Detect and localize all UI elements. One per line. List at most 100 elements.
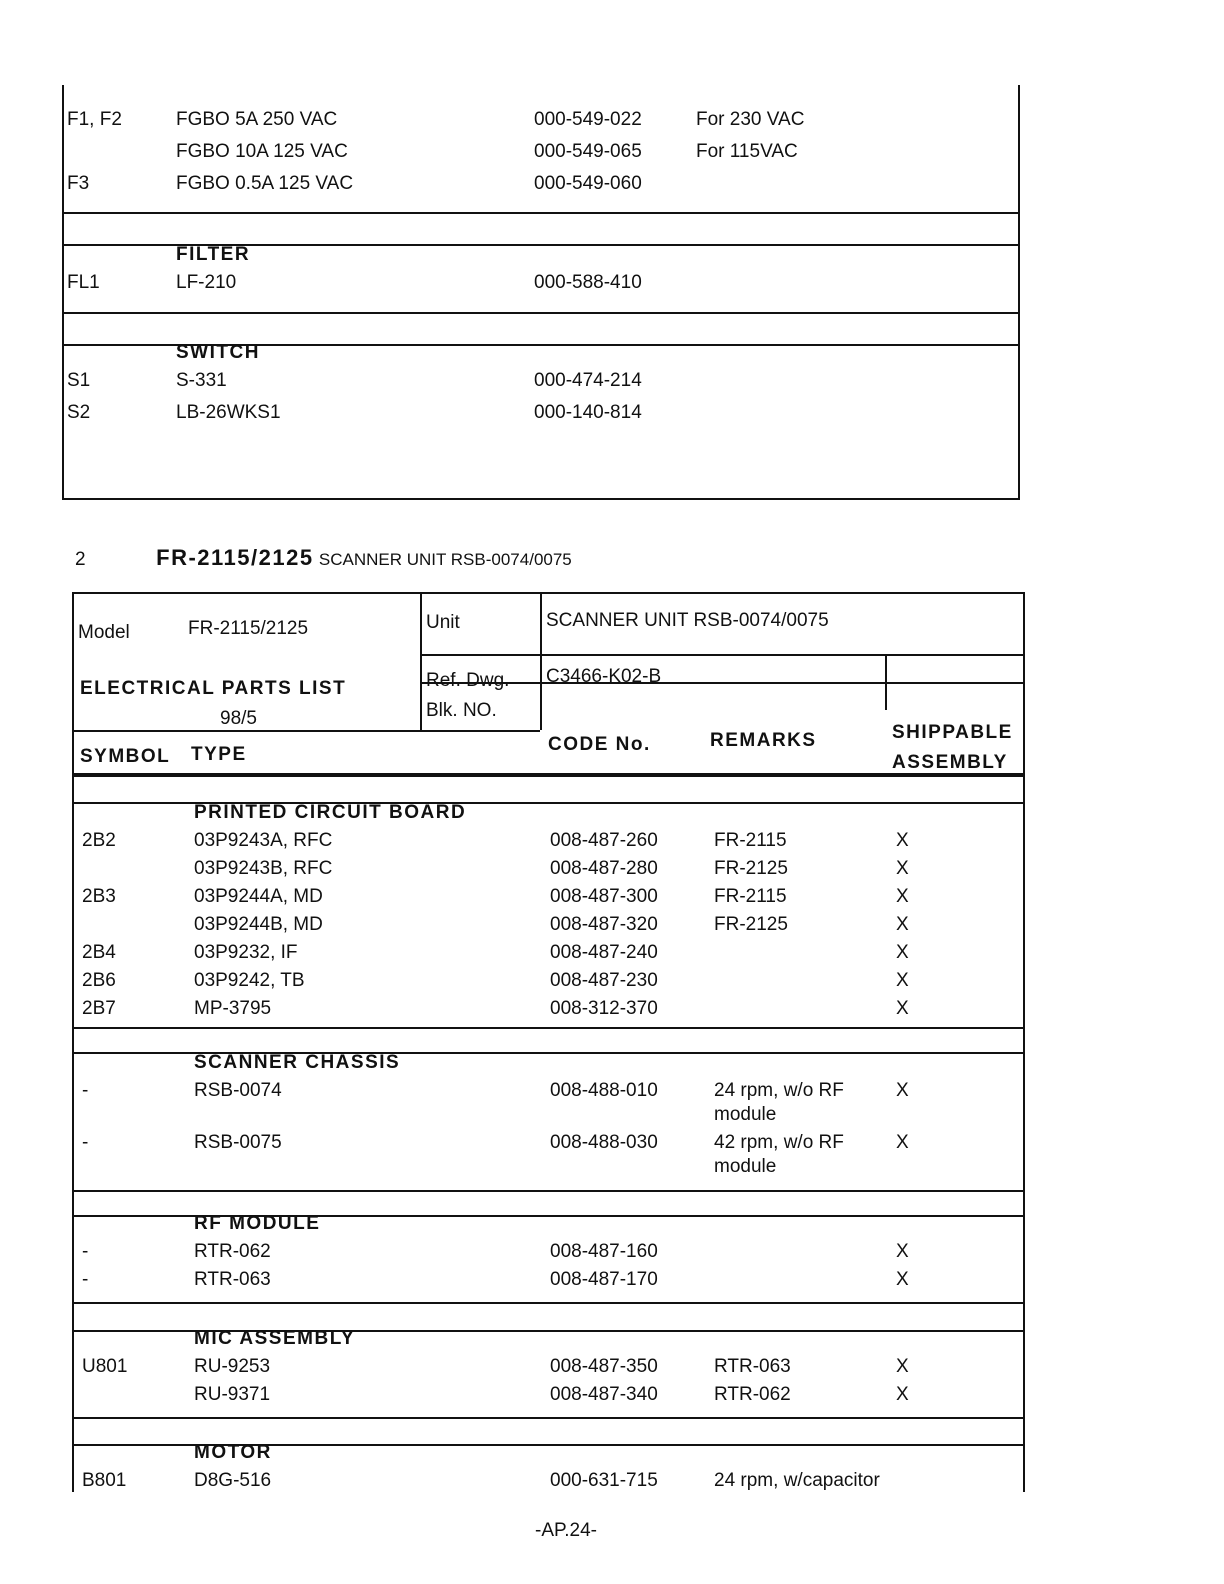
type-cell: 03P9242, TB [194,970,305,991]
type-cell: MP-3795 [194,998,272,1019]
type-cell: D8G-516 [194,1469,272,1491]
code-cell: 008-487-230 [550,970,658,991]
table-row: S2 LB-26WKS1 000-140-814 [64,398,1018,430]
remarks-cell: 24 rpm, w/o RF [714,1080,844,1101]
section-title-text: MIC ASSEMBLY [194,1327,356,1349]
table-row: 03P9243B, RFC 008-487-280 FR-2125 X [74,854,1023,882]
type-cell: 03P9244A, MD [194,886,323,907]
remarks-cell: FR-2115 [714,886,787,907]
symbol-cell: U801 [82,1355,128,1377]
ship-cell: X [896,1268,909,1290]
symbol-cell: - [82,1131,89,1153]
code-cell: 008-487-160 [550,1240,658,1262]
model-value: FR-2115/2125 [188,618,309,639]
symbol-cell: 2B7 [82,998,116,1019]
ship-cell: X [896,970,909,991]
section-divider [64,312,1018,344]
section-divider [74,775,1023,802]
symbol-cell: 2B3 [82,886,116,907]
code-cell: 008-487-280 [550,858,658,879]
remarks-cell: FR-2115 [714,830,787,851]
symbol-cell: FL1 [67,272,100,293]
symbol-cell: 2B6 [82,970,116,991]
code-cell: 008-487-260 [550,830,658,851]
table-row: 2B6 03P9242, TB 008-487-230 X [74,966,1023,994]
symbol-cell: 2B4 [82,942,116,963]
ship-cell: X [896,1080,909,1101]
col-shippable: SHIPPABLE [892,722,1013,743]
section-title-text: RF MODULE [194,1212,321,1234]
remarks-cell-line2: module [714,1104,777,1125]
remarks-cell: 42 rpm, w/o RF [714,1131,844,1153]
type-cell: S-331 [176,370,227,391]
table-row: 2B2 03P9243A, RFC 008-487-260 FR-2115 X [74,826,1023,854]
ship-cell: X [896,1240,909,1262]
remarks-cell: RTR-062 [714,1383,791,1405]
section-title: MOTOR [74,1442,1023,1466]
unit-value: SCANNER UNIT RSB-0074/0075 [546,610,829,631]
type-cell: LB-26WKS1 [176,402,281,423]
symbol-cell: 2B2 [82,830,116,851]
symbol-cell: B801 [82,1469,127,1491]
section-unit: SCANNER UNIT RSB-0074/0075 [318,550,572,569]
symbol-cell: - [82,1080,89,1101]
table-row: - RTR-062 008-487-160 X [74,1237,1023,1265]
table-row: 03P9244B, MD 008-487-320 FR-2125 X [74,910,1023,938]
table-row: FGBO 10A 125 VAC 000-549-065 For 115VAC [64,137,1018,169]
table-row: 2B4 03P9232, IF 008-487-240 X [74,938,1023,966]
table-row: B801 D8G-516 000-631-715 24 rpm, w/capacito… [74,1466,1023,1494]
code-cell: 008-487-350 [550,1355,658,1377]
col-symbol: SYMBOL [80,746,171,767]
ref-dwg-value: C3466-K02-B [546,666,662,687]
table-header: Model FR-2115/2125 ELECTRICAL PARTS LIST… [74,594,1025,775]
ref-dwg-label: Ref. Dwg. [426,670,510,691]
ship-cell: X [896,1131,909,1153]
ship-cell: X [896,1383,909,1405]
code-cell: 008-488-010 [550,1080,658,1101]
table-row: S1 S-331 000-474-214 [64,366,1018,398]
symbol-cell: S2 [67,402,91,423]
type-cell: RSB-0074 [194,1080,282,1101]
code-cell: 008-487-170 [550,1268,658,1290]
code-cell: 008-487-240 [550,942,658,963]
table-row: 2B7 MP-3795 008-312-370 X [74,994,1023,1022]
symbol-cell: F1, F2 [67,109,122,130]
list-title: ELECTRICAL PARTS LIST [80,678,347,699]
section-title: FILTER [64,244,1018,268]
code-cell: 000-474-214 [534,370,642,391]
symbol-cell: - [82,1240,89,1262]
section-title: RF MODULE [74,1212,1023,1237]
section-title: SCANNER CHASSIS [74,1052,1023,1076]
code-cell: 000-549-022 [534,109,642,130]
ship-cell: X [896,942,909,963]
code-cell: 000-140-814 [534,402,642,423]
type-cell: 03P9232, IF [194,942,298,963]
section-title-text: SWITCH [176,342,260,363]
col-code: CODE No. [548,734,651,755]
table-row: F1, F2 FGBO 5A 250 VAC 000-549-022 For 230 … [64,105,1018,137]
ship-cell: X [896,998,909,1019]
remarks-cell: FR-2125 [714,914,788,935]
col-type: TYPE [191,744,247,765]
symbol-cell: - [82,1268,89,1290]
section-divider [74,1189,1023,1215]
section-divider [74,1301,1023,1330]
type-cell: 03P9243A, RFC [194,830,333,851]
type-cell: 03P9243B, RFC [194,858,333,879]
symbol-cell: F3 [67,173,90,194]
table-row: RU-9371 008-487-340 RTR-062 X [74,1380,1023,1408]
remarks-cell: For 230 VAC [696,109,805,130]
table-row: FL1 LF-210 000-588-410 [64,268,1018,298]
type-cell: FGBO 10A 125 VAC [176,141,348,162]
remarks-cell: RTR-063 [714,1355,791,1377]
list-date: 98/5 [220,708,257,729]
ship-cell: X [896,1355,909,1377]
table-row: U801 RU-9253 008-487-350 RTR-063 X [74,1352,1023,1380]
section-divider [74,1027,1023,1052]
table-row: 2B3 03P9244A, MD 008-487-300 FR-2115 X [74,882,1023,910]
code-cell: 000-631-715 [550,1469,658,1491]
code-cell: 008-488-030 [550,1131,658,1153]
code-cell: 000-588-410 [534,272,642,293]
section-title: MIC ASSEMBLY [74,1327,1023,1352]
symbol-cell: S1 [67,370,91,391]
